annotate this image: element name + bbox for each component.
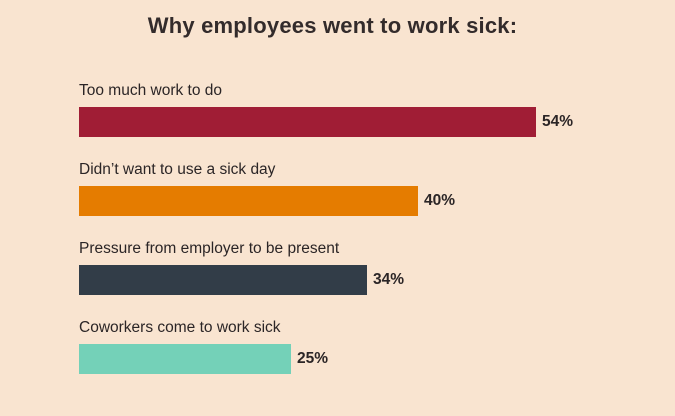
- bar: [79, 186, 418, 216]
- category-label: Didn’t want to use a sick day: [79, 161, 276, 178]
- category-label: Coworkers come to work sick: [79, 319, 281, 336]
- value-label: 25%: [297, 350, 329, 367]
- category-label: Too much work to do: [79, 82, 223, 99]
- bar: [79, 107, 536, 137]
- value-label: 40%: [424, 192, 456, 209]
- bar: [79, 265, 367, 295]
- category-label: Pressure from employer to be present: [79, 240, 340, 257]
- value-label: 54%: [542, 113, 574, 130]
- value-label: 34%: [373, 271, 405, 288]
- bar: [79, 344, 291, 374]
- chart-title: Why employees went to work sick:: [147, 13, 518, 38]
